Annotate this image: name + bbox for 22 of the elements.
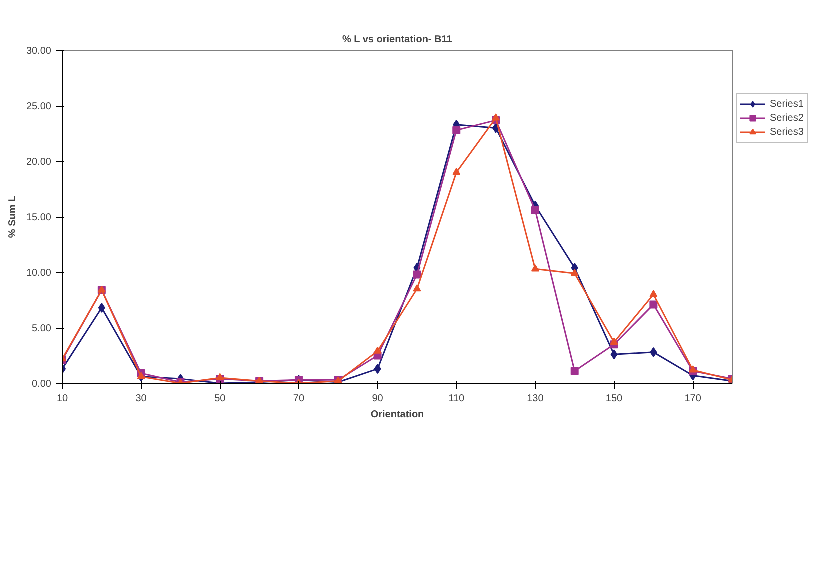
x-tick-label: 50: [214, 394, 226, 404]
legend-label: Series1: [770, 98, 804, 111]
x-axis-title: Orientation: [370, 410, 424, 420]
x-tick-label: 10: [56, 394, 68, 404]
y-tick-label: 25.00: [26, 102, 52, 112]
legend-label: Series3: [770, 126, 804, 139]
legend-label: Series2: [770, 112, 804, 125]
x-tick-label: 30: [136, 394, 148, 404]
y-tick-label: 15.00: [26, 212, 52, 224]
x-tick-label: 90: [372, 394, 384, 404]
y-tick-label: 30.00: [26, 46, 52, 57]
y-tick-label: 0.00: [32, 379, 52, 390]
x-tick-label: 110: [448, 394, 466, 404]
x-tick-label: 150: [606, 394, 624, 404]
x-tick-label: 70: [293, 394, 305, 404]
y-axis-title: % Sum L: [7, 196, 18, 238]
y-tick-label: 5.00: [32, 324, 52, 334]
y-tick-label: 10.00: [26, 268, 52, 279]
x-tick-label: 130: [527, 394, 544, 404]
chart-title: % L vs orientation- B11: [342, 34, 453, 46]
x-tick-label: 170: [684, 394, 702, 404]
y-tick-label: 20.00: [26, 157, 52, 168]
